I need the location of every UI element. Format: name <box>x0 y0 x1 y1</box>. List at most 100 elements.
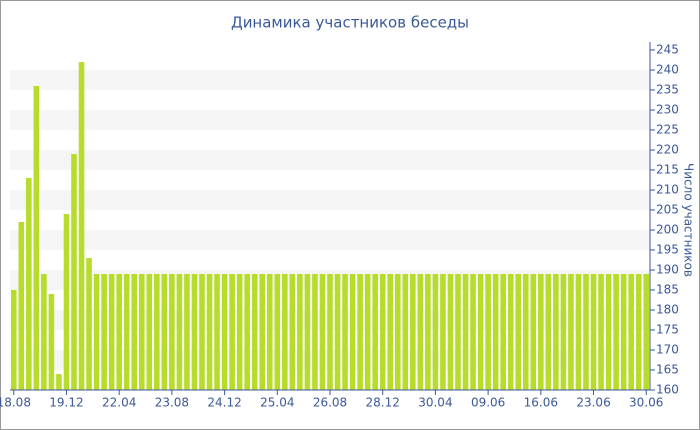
y-axis-label: Число участников <box>682 163 696 277</box>
bar <box>477 274 484 390</box>
bar <box>349 274 356 390</box>
bar <box>297 274 303 390</box>
bar <box>364 274 371 390</box>
bar <box>628 274 634 390</box>
bar <box>244 274 250 390</box>
bar <box>146 274 153 390</box>
bar <box>605 274 612 390</box>
bar <box>108 274 115 390</box>
bar <box>575 274 582 390</box>
bar <box>440 274 446 390</box>
bar <box>583 274 589 390</box>
bar <box>18 222 25 390</box>
grid-band <box>10 190 650 210</box>
bar <box>553 274 559 390</box>
bar <box>304 274 311 390</box>
bar <box>154 274 160 390</box>
bar <box>507 274 514 390</box>
bar <box>169 274 175 390</box>
bar <box>462 274 469 390</box>
bar <box>485 274 491 390</box>
bar <box>492 274 499 390</box>
bar <box>432 274 439 390</box>
y-tick-label: 170 <box>656 343 679 357</box>
x-tick-label: 22.04 <box>102 396 136 410</box>
bar <box>357 274 363 390</box>
y-tick-label: 205 <box>656 203 679 217</box>
chart-title: Динамика участников беседы <box>231 14 469 32</box>
bar <box>56 374 62 390</box>
bar <box>63 214 70 390</box>
bar <box>184 274 190 390</box>
bar <box>425 274 431 390</box>
bar <box>236 274 243 390</box>
y-tick-label: 165 <box>656 363 679 377</box>
bar <box>251 274 258 390</box>
x-tick-label: 18.08 <box>0 396 31 410</box>
grid-band <box>10 70 650 90</box>
bar <box>191 274 198 390</box>
bar <box>71 154 77 390</box>
x-tick-label: 30.06 <box>629 396 663 410</box>
bar <box>48 294 55 390</box>
x-tick-label: 26.08 <box>313 396 347 410</box>
bar <box>101 274 107 390</box>
y-tick-label: 245 <box>656 43 679 57</box>
y-tick-label: 180 <box>656 303 679 317</box>
bar <box>327 274 333 390</box>
y-tick-label: 220 <box>656 143 679 157</box>
x-tick-label: 24.12 <box>207 396 241 410</box>
y-tick-label: 230 <box>656 103 679 117</box>
bar <box>643 274 650 390</box>
x-tick-label: 25.04 <box>260 396 294 410</box>
bar <box>312 274 318 390</box>
bar <box>372 274 378 390</box>
bar <box>123 274 130 390</box>
bar <box>522 274 529 390</box>
bar <box>568 274 574 390</box>
y-tick-label: 160 <box>656 383 679 397</box>
x-tick-label: 16.06 <box>524 396 558 410</box>
bar <box>545 274 552 390</box>
bar <box>41 274 47 390</box>
bar <box>259 274 266 390</box>
bar <box>161 274 168 390</box>
bar <box>319 274 326 390</box>
bar <box>417 274 424 390</box>
bar <box>342 274 348 390</box>
bar <box>33 86 40 390</box>
grid-band <box>10 110 650 130</box>
bar <box>282 274 288 390</box>
y-tick-label: 225 <box>656 123 679 137</box>
y-tick-label: 210 <box>656 183 679 197</box>
y-tick-label: 175 <box>656 323 679 337</box>
bar <box>447 274 454 390</box>
bar <box>620 274 627 390</box>
bar <box>266 274 273 390</box>
bar <box>470 274 476 390</box>
bar <box>500 274 506 390</box>
x-tick-label: 30.04 <box>418 396 452 410</box>
bar <box>78 62 85 390</box>
bar <box>334 274 341 390</box>
bar <box>93 274 100 390</box>
bar <box>379 274 386 390</box>
y-tick-label: 185 <box>656 283 679 297</box>
bar <box>402 274 409 390</box>
bar <box>530 274 537 390</box>
bar <box>116 274 122 390</box>
bar <box>229 274 235 390</box>
bar <box>214 274 220 390</box>
bar <box>635 274 642 390</box>
bar <box>613 274 619 390</box>
bar <box>274 274 281 390</box>
bar <box>10 290 17 390</box>
bar <box>538 274 544 390</box>
y-tick-label: 215 <box>656 163 679 177</box>
y-tick-label: 195 <box>656 243 679 257</box>
bar <box>515 274 522 390</box>
bar <box>289 274 296 390</box>
x-tick-label: 28.12 <box>366 396 400 410</box>
grid-band <box>10 230 650 250</box>
